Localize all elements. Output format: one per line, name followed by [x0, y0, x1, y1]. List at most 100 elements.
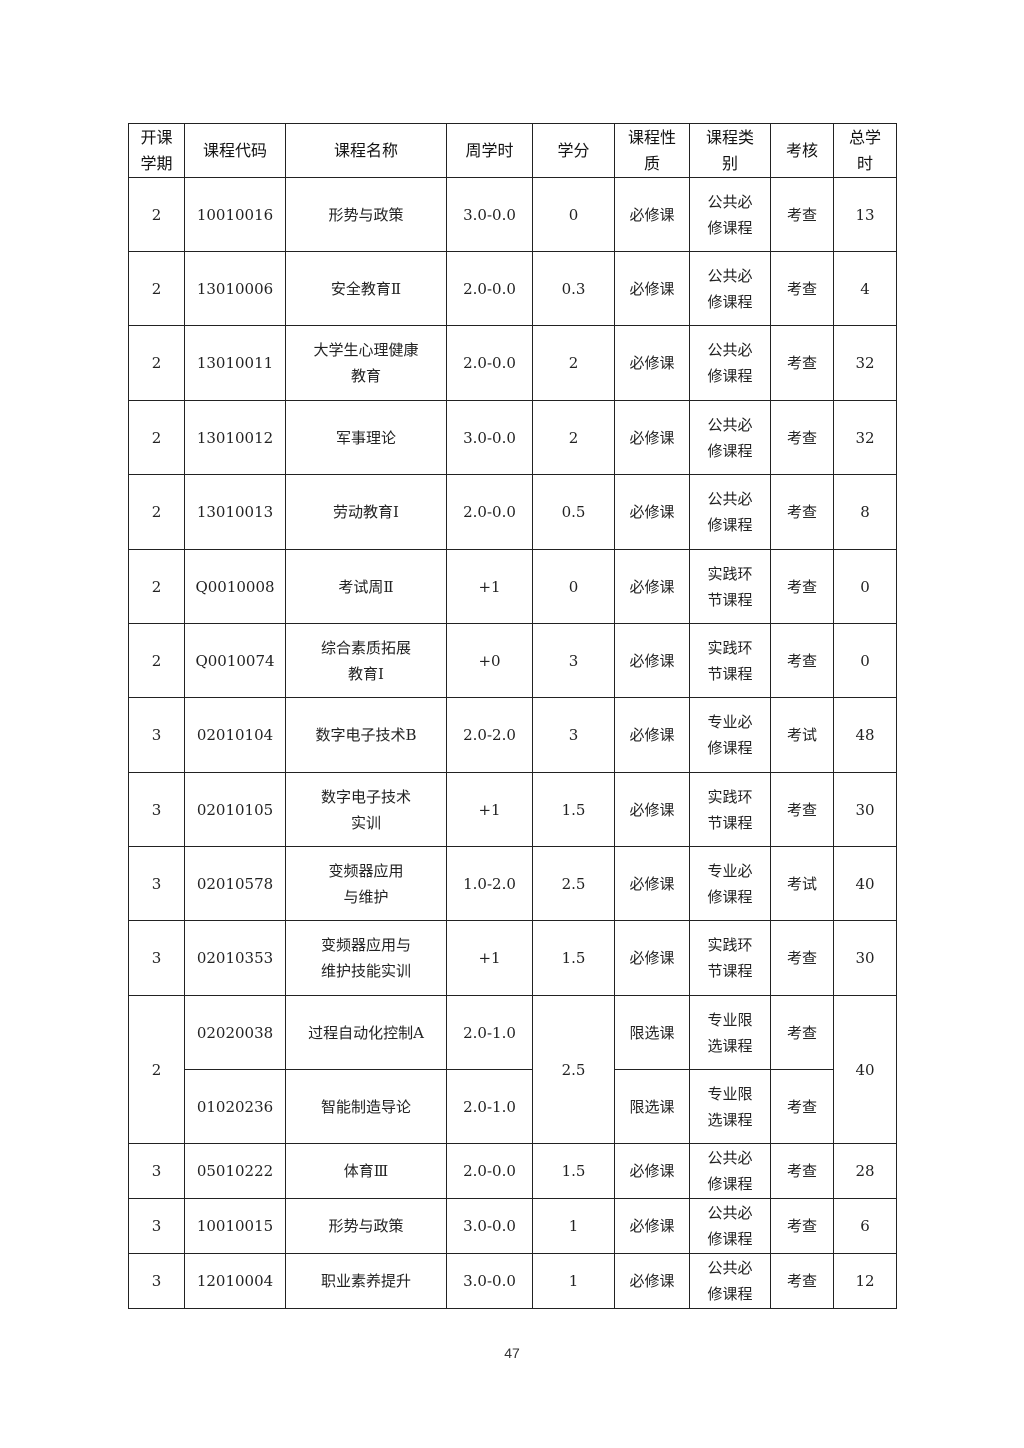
course-nature-text: 必修课 [629, 279, 675, 298]
weekly-hours-text: 2.0-0.0 [463, 279, 516, 298]
course-category-text: 专业必 修课程 [707, 713, 753, 757]
course-code-text: Q0010008 [195, 577, 275, 596]
cell-credits: 3 [532, 697, 615, 773]
cell-weekly-hours: +1 [446, 920, 533, 996]
cell-total-hours: 30 [833, 772, 897, 847]
cell-course-category: 公共必 修课程 [689, 474, 771, 550]
assessment-text: 考查 [786, 1097, 817, 1116]
weekly-hours-text: +1 [478, 800, 501, 819]
cell-assessment: 考查 [770, 772, 834, 847]
credits-text: 0 [568, 205, 579, 224]
cell-assessment: 考查 [770, 251, 834, 326]
credits-text: 2 [568, 428, 579, 447]
cell-weekly-hours: 3.0-0.0 [446, 1253, 533, 1309]
course-nature-text: 必修课 [629, 503, 675, 521]
course-name-text: 劳动教育Ⅰ [333, 503, 399, 521]
course-code-text: 02010105 [196, 800, 274, 819]
weekly-hours-text: 2.0-0.0 [463, 503, 516, 521]
cell-course-nature: 必修课 [614, 400, 690, 475]
cell-course-code: 02020038 [184, 995, 286, 1070]
header-course-category: 课程类 别 [689, 123, 771, 178]
cell-semester: 2 [128, 549, 185, 624]
credits-text: 0 [568, 577, 579, 596]
cell-course-code: Q0010008 [184, 549, 286, 624]
course-name-text: 体育Ⅲ [343, 1162, 389, 1180]
course-code-text: 01020236 [196, 1097, 274, 1116]
header-course-name: 课程名称 [285, 123, 447, 178]
cell-course-code: 05010222 [184, 1143, 286, 1199]
cell-course-name: 综合素质拓展 教育Ⅰ [285, 623, 447, 698]
cell-assessment: 考查 [770, 1198, 834, 1254]
course-category-text: 专业必 修课程 [707, 861, 753, 906]
cell-course-nature: 必修课 [614, 474, 690, 550]
cell-assessment: 考试 [770, 697, 834, 773]
cell-course-code: 02010105 [184, 772, 286, 847]
cell-course-name: 安全教育Ⅱ [285, 251, 447, 326]
course-name-text: 变频器应用 与维护 [328, 861, 404, 906]
cell-assessment: 考查 [770, 549, 834, 624]
cell-course-code: 13010012 [184, 400, 286, 475]
semester-text: 3 [151, 1217, 162, 1235]
cell-course-name: 数字电子技术B [285, 697, 447, 773]
cell-course-code: 12010004 [184, 1253, 286, 1309]
cell-weekly-hours: 1.0-2.0 [446, 846, 533, 921]
header-label: 学分 [557, 140, 590, 160]
table-row: 2 13010012 军事理论 3.0-0.0 2 必修课 公共必 修课程 考查 32 [128, 400, 897, 475]
cell-weekly-hours: +1 [446, 549, 533, 624]
cell-total-hours: 40 [833, 846, 897, 921]
cell-course-code: 02010578 [184, 846, 286, 921]
course-code-text: 02010353 [196, 949, 274, 967]
assessment-text: 考查 [786, 1023, 817, 1042]
weekly-hours-text: 3.0-0.0 [463, 1272, 516, 1290]
table-row: 3 10010015 形势与政策 3.0-0.0 1 必修课 公共必 修课程 考查 6 [128, 1198, 897, 1254]
course-code-text: 12010004 [196, 1272, 274, 1290]
cell-course-category: 专业限 选课程 [689, 1069, 771, 1144]
semester-text: 2 [151, 1060, 162, 1079]
weekly-hours-text: 2.0-2.0 [463, 726, 516, 744]
credits-text: 0.3 [561, 279, 586, 298]
assessment-text: 考查 [786, 1217, 817, 1235]
cell-semester: 2 [128, 623, 185, 698]
cell-course-category: 专业必 修课程 [689, 846, 771, 921]
course-name-text: 智能制造导论 [320, 1097, 411, 1116]
cell-course-nature: 限选课 [614, 1069, 690, 1144]
course-nature-text: 必修课 [629, 205, 675, 224]
header-label: 课程类 别 [705, 127, 754, 173]
cell-credits: 1 [532, 1198, 615, 1254]
course-code-text: 13010012 [196, 428, 274, 447]
weekly-hours-text: 3.0-0.0 [463, 1217, 516, 1235]
credits-text: 1 [568, 1272, 579, 1290]
header-weekly-hours: 周学时 [446, 123, 533, 178]
cell-semester: 3 [128, 1253, 185, 1309]
course-category-text: 实践环 节课程 [707, 936, 753, 980]
cell-semester: 3 [128, 772, 185, 847]
cell-weekly-hours: +1 [446, 772, 533, 847]
course-category-text: 公共必 修课程 [707, 1204, 753, 1248]
cell-total-hours: 13 [833, 177, 897, 252]
course-code-text: 02020038 [196, 1023, 274, 1042]
cell-total-hours: 0 [833, 549, 897, 624]
cell-semester: 2 [128, 325, 185, 401]
cell-course-code: 13010006 [184, 251, 286, 326]
course-code-text: 02010578 [196, 874, 274, 893]
course-code-text: 02010104 [196, 726, 274, 744]
weekly-hours-text: +1 [478, 949, 501, 967]
cell-course-name: 过程自动化控制A [285, 995, 447, 1070]
header-credits: 学分 [532, 123, 615, 178]
cell-course-name: 智能制造导论 [285, 1069, 447, 1144]
credits-text: 3 [568, 651, 579, 670]
cell-course-code: 13010013 [184, 474, 286, 550]
course-name-text: 过程自动化控制A [308, 1023, 424, 1042]
cell-semester: 2 [128, 400, 185, 475]
cell-course-category: 公共必 修课程 [689, 177, 771, 252]
cell-course-code: 13010011 [184, 325, 286, 401]
cell-course-category: 公共必 修课程 [689, 1143, 771, 1199]
cell-course-category: 专业限 选课程 [689, 995, 771, 1070]
total-hours-text: 32 [855, 354, 875, 372]
cell-total-hours: 32 [833, 325, 897, 401]
weekly-hours-text: 2.0-0.0 [463, 354, 516, 372]
cell-course-name: 体育Ⅲ [285, 1143, 447, 1199]
cell-credits: 0.5 [532, 474, 615, 550]
course-category-text: 公共必 修课程 [707, 341, 753, 385]
course-category-text: 公共必 修课程 [707, 1149, 753, 1193]
